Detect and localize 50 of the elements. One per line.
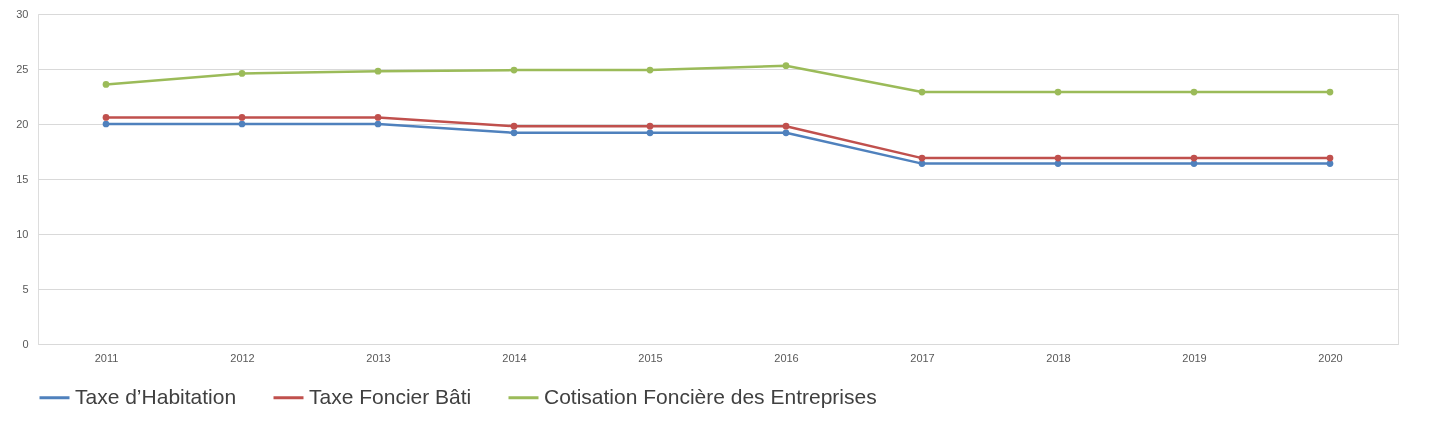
point	[782, 122, 790, 130]
x-tick-label: 2018	[1046, 351, 1071, 364]
legend-label: Taxe Foncier Bâti	[309, 384, 472, 408]
point	[1326, 88, 1334, 96]
point	[374, 120, 382, 128]
y-tick-label: 15	[16, 172, 29, 185]
y-tick-label: 20	[16, 117, 29, 130]
point	[238, 114, 246, 121]
legend-label: Cotisation Foncière des Entreprises	[544, 384, 877, 408]
y-tick-label: 25	[16, 62, 29, 75]
point	[1190, 154, 1198, 162]
point	[102, 81, 110, 88]
x-tick-label: 2013	[366, 351, 391, 364]
point	[102, 114, 110, 121]
point	[646, 66, 654, 74]
y-tick-label: 30	[16, 7, 29, 20]
point	[918, 154, 926, 162]
point	[510, 129, 518, 137]
point	[918, 160, 926, 167]
point	[918, 88, 926, 96]
x-tick-label: 2017	[910, 351, 935, 364]
point	[238, 70, 246, 77]
point	[646, 129, 654, 137]
x-tick-label: 2020	[1318, 351, 1343, 364]
point	[1326, 154, 1334, 162]
x-tick-label: 2014	[502, 351, 527, 364]
x-tick-label: 2019	[1182, 351, 1207, 364]
point	[1190, 88, 1198, 96]
point	[782, 62, 790, 70]
point	[510, 66, 518, 74]
point	[1326, 160, 1334, 167]
point	[238, 120, 246, 128]
y-tick-label: 0	[22, 337, 29, 350]
x-tick-label: 2011	[94, 351, 119, 364]
y-tick-label: 10	[16, 227, 29, 240]
x-tick-label: 2012	[230, 351, 255, 364]
point	[1054, 160, 1062, 167]
point	[510, 122, 518, 130]
point	[646, 122, 654, 130]
point	[374, 114, 382, 121]
point	[1054, 154, 1062, 162]
x-tick-label: 2015	[638, 351, 663, 364]
point	[1190, 160, 1198, 167]
y-tick-label: 5	[22, 282, 29, 295]
x-tick-label: 2016	[774, 351, 799, 364]
point	[374, 67, 382, 75]
legend-label: Taxe d’Habitation	[75, 384, 237, 408]
point	[1054, 88, 1062, 96]
point	[102, 120, 110, 128]
point	[782, 129, 790, 137]
